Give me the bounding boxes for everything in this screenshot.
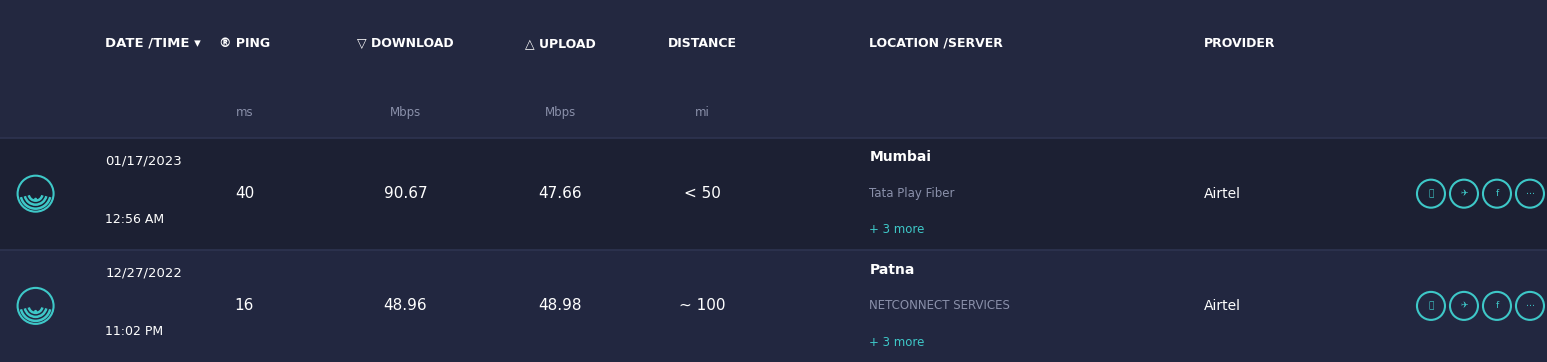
Text: ✈: ✈ bbox=[1460, 189, 1468, 198]
Text: PROVIDER: PROVIDER bbox=[1204, 37, 1275, 50]
Text: 48.96: 48.96 bbox=[384, 298, 427, 313]
Text: LOCATION /SERVER: LOCATION /SERVER bbox=[869, 37, 1004, 50]
Text: ▽ DOWNLOAD: ▽ DOWNLOAD bbox=[357, 37, 453, 50]
Text: Patna: Patna bbox=[869, 263, 914, 277]
Text: NETCONNECT SERVICES: NETCONNECT SERVICES bbox=[869, 299, 1010, 312]
Text: ⧉: ⧉ bbox=[1428, 302, 1434, 310]
FancyBboxPatch shape bbox=[0, 250, 1547, 362]
Text: ✈: ✈ bbox=[1460, 302, 1468, 310]
Text: f: f bbox=[1496, 189, 1499, 198]
Text: f: f bbox=[1496, 302, 1499, 310]
Text: ⋯: ⋯ bbox=[1525, 302, 1535, 310]
Text: ~ 100: ~ 100 bbox=[679, 298, 726, 313]
Text: 16: 16 bbox=[235, 298, 254, 313]
Text: Airtel: Airtel bbox=[1204, 187, 1241, 201]
Text: + 3 more: + 3 more bbox=[869, 336, 925, 349]
Text: 11:02 PM: 11:02 PM bbox=[105, 325, 164, 338]
FancyBboxPatch shape bbox=[0, 0, 1547, 138]
Text: ⧉: ⧉ bbox=[1428, 189, 1434, 198]
Text: 48.98: 48.98 bbox=[538, 298, 582, 313]
Text: 12/27/2022: 12/27/2022 bbox=[105, 267, 183, 280]
Text: 40: 40 bbox=[235, 186, 254, 201]
Text: 01/17/2023: 01/17/2023 bbox=[105, 155, 183, 168]
Text: mi: mi bbox=[695, 106, 710, 119]
Text: Mbps: Mbps bbox=[390, 106, 421, 119]
Text: DATE /TIME ▾: DATE /TIME ▾ bbox=[105, 37, 201, 50]
Text: Tata Play Fiber: Tata Play Fiber bbox=[869, 187, 954, 200]
Text: DISTANCE: DISTANCE bbox=[668, 37, 736, 50]
Text: Airtel: Airtel bbox=[1204, 299, 1241, 313]
Text: < 50: < 50 bbox=[684, 186, 721, 201]
Text: △ UPLOAD: △ UPLOAD bbox=[524, 37, 596, 50]
Ellipse shape bbox=[34, 198, 37, 201]
Text: Mbps: Mbps bbox=[545, 106, 575, 119]
Text: 90.67: 90.67 bbox=[384, 186, 427, 201]
Text: Mumbai: Mumbai bbox=[869, 151, 931, 164]
Ellipse shape bbox=[34, 310, 37, 313]
Text: 12:56 AM: 12:56 AM bbox=[105, 212, 164, 226]
Text: ⋯: ⋯ bbox=[1525, 189, 1535, 198]
Text: ® PING: ® PING bbox=[218, 37, 271, 50]
Text: + 3 more: + 3 more bbox=[869, 223, 925, 236]
Text: ms: ms bbox=[235, 106, 254, 119]
FancyBboxPatch shape bbox=[0, 138, 1547, 250]
Text: 47.66: 47.66 bbox=[538, 186, 582, 201]
